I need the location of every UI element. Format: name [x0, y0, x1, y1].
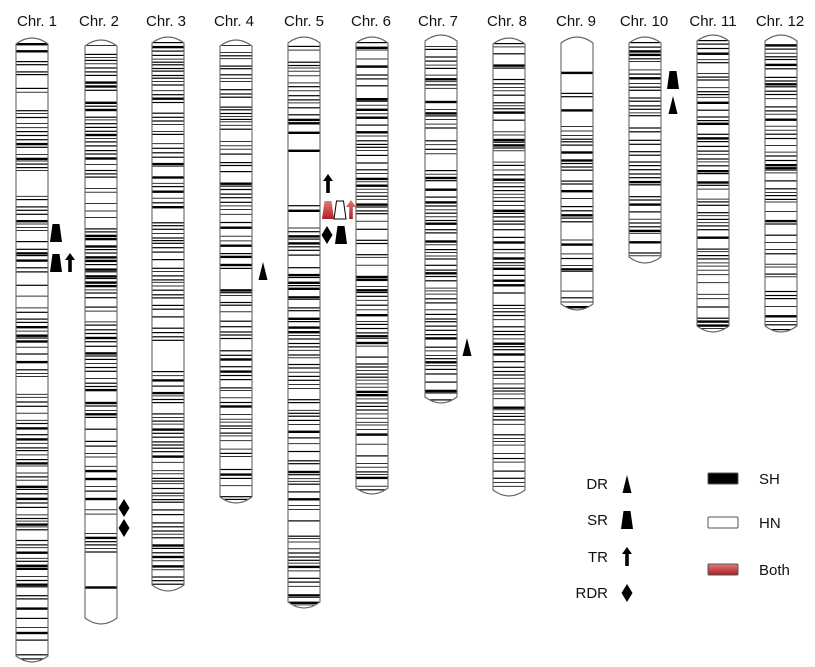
legend-item-hn: HN	[707, 515, 781, 532]
sr-icon	[621, 511, 633, 529]
sr-marker	[333, 200, 347, 220]
chromosome-outline	[424, 34, 458, 404]
chromosome-bands	[220, 45, 252, 500]
chromosome-bands	[697, 40, 729, 329]
chromosome-bands	[765, 44, 797, 331]
sr-marker	[50, 254, 62, 272]
chromosome-6: Chr. 6	[351, 13, 391, 495]
sr-marker	[322, 201, 334, 219]
chromosome-9: Chr. 9	[556, 13, 596, 311]
legend-item-rdr: RDR	[576, 584, 633, 602]
chromosome-10: Chr. 10	[620, 13, 668, 264]
rdr-marker	[118, 499, 130, 517]
chromosome-outline	[628, 36, 662, 264]
chromosome-label: Chr. 5	[284, 13, 324, 30]
chromosome-label: Chr. 11	[689, 13, 736, 30]
chromosome-body	[765, 35, 797, 332]
chromosome-bands	[152, 42, 184, 585]
legend-item-sh: SH	[707, 471, 780, 488]
chromosome-label: Chr. 7	[418, 13, 458, 30]
chromosome-label: Chr. 4	[214, 13, 254, 30]
markers-layer	[50, 71, 679, 537]
chromosome-bands	[629, 42, 661, 257]
dr-marker	[258, 262, 268, 280]
tr-marker	[65, 253, 75, 272]
legend-label: SR	[587, 512, 608, 529]
legend: DR SR TR RDR SH HN Both	[576, 471, 790, 602]
chromosome-label: Chr. 3	[146, 13, 186, 30]
legend-item-tr: TR	[588, 547, 632, 566]
chromosome-outline	[355, 36, 389, 495]
chromosome-7: Chr. 7	[418, 13, 458, 404]
tr-marker	[346, 200, 356, 219]
chromosome-bands	[493, 43, 525, 487]
chromosome-5: Chr. 5	[284, 13, 324, 609]
chromosome-body	[493, 38, 525, 496]
chromosome-body	[16, 38, 48, 662]
legend-label: DR	[586, 476, 608, 493]
sr-marker	[667, 71, 679, 89]
rdr-icon	[621, 584, 633, 602]
tr-marker	[323, 174, 333, 193]
legend-item-sr: SR	[587, 511, 633, 529]
chromosome-outline	[84, 39, 118, 625]
chromosome-bands	[16, 43, 48, 660]
legend-swatch	[707, 472, 739, 485]
chromosome-1: Chr. 1	[15, 13, 57, 663]
chromosome-body	[288, 37, 320, 608]
rdr-marker	[321, 226, 333, 244]
chromosome-label: Chr. 2	[79, 13, 119, 30]
chromosome-bands	[288, 45, 320, 606]
sr-marker	[335, 226, 347, 244]
rdr-marker	[118, 519, 130, 537]
chromosome-body	[629, 37, 661, 263]
legend-swatch	[707, 563, 739, 576]
chromosome-outline	[15, 37, 49, 663]
legend-label: RDR	[576, 585, 609, 602]
chromosome-outline	[696, 34, 730, 333]
legend-item-both: Both	[707, 562, 790, 579]
chromosome-label: Chr. 12	[756, 13, 804, 30]
chromosome-8: Chr. 8	[487, 13, 527, 497]
chromosome-3: Chr. 3	[146, 13, 186, 592]
chromosome-outline	[287, 36, 321, 609]
chromosome-12: Chr. 12	[756, 13, 804, 333]
legend-item-dr: DR	[586, 475, 632, 493]
chromosome-outline	[764, 34, 798, 333]
chromosome-4: Chr. 4	[214, 13, 254, 504]
chromosome-body	[152, 37, 184, 591]
chromosome-2: Chr. 2	[79, 13, 119, 625]
chromosome-outline	[560, 36, 594, 311]
chromosome-body	[425, 35, 457, 403]
chromosome-11: Chr. 11	[689, 13, 737, 333]
chromosome-bands	[425, 46, 457, 401]
legend-label: Both	[759, 562, 790, 579]
chromosome-body	[561, 37, 593, 310]
legend-swatch	[707, 516, 739, 529]
chromosome-body	[220, 40, 252, 503]
chromosome-outline	[492, 37, 526, 497]
chromosome-bands	[85, 45, 117, 589]
chromosome-label: Chr. 6	[351, 13, 391, 30]
dr-marker	[462, 338, 472, 356]
dr-marker	[668, 96, 678, 114]
chromosome-label: Chr. 10	[620, 13, 668, 30]
dr-icon	[622, 475, 632, 493]
legend-label: HN	[759, 515, 781, 532]
chromosome-bands	[356, 42, 388, 491]
chromosome-outline	[219, 39, 253, 504]
legend-label: SH	[759, 471, 780, 488]
chromosome-label: Chr. 8	[487, 13, 527, 30]
tr-icon	[622, 547, 632, 566]
chromosomes-layer: Chr. 1 Chr. 2 Chr. 3 Chr. 4 Chr. 5 Chr. 6 Chr.…	[15, 13, 804, 663]
legend-label: TR	[588, 549, 608, 566]
chromosome-label: Chr. 1	[17, 13, 57, 30]
sr-marker	[50, 224, 62, 242]
chromosome-outline	[151, 36, 185, 592]
chromosome-label: Chr. 9	[556, 13, 596, 30]
chromosome-bands	[561, 71, 593, 309]
